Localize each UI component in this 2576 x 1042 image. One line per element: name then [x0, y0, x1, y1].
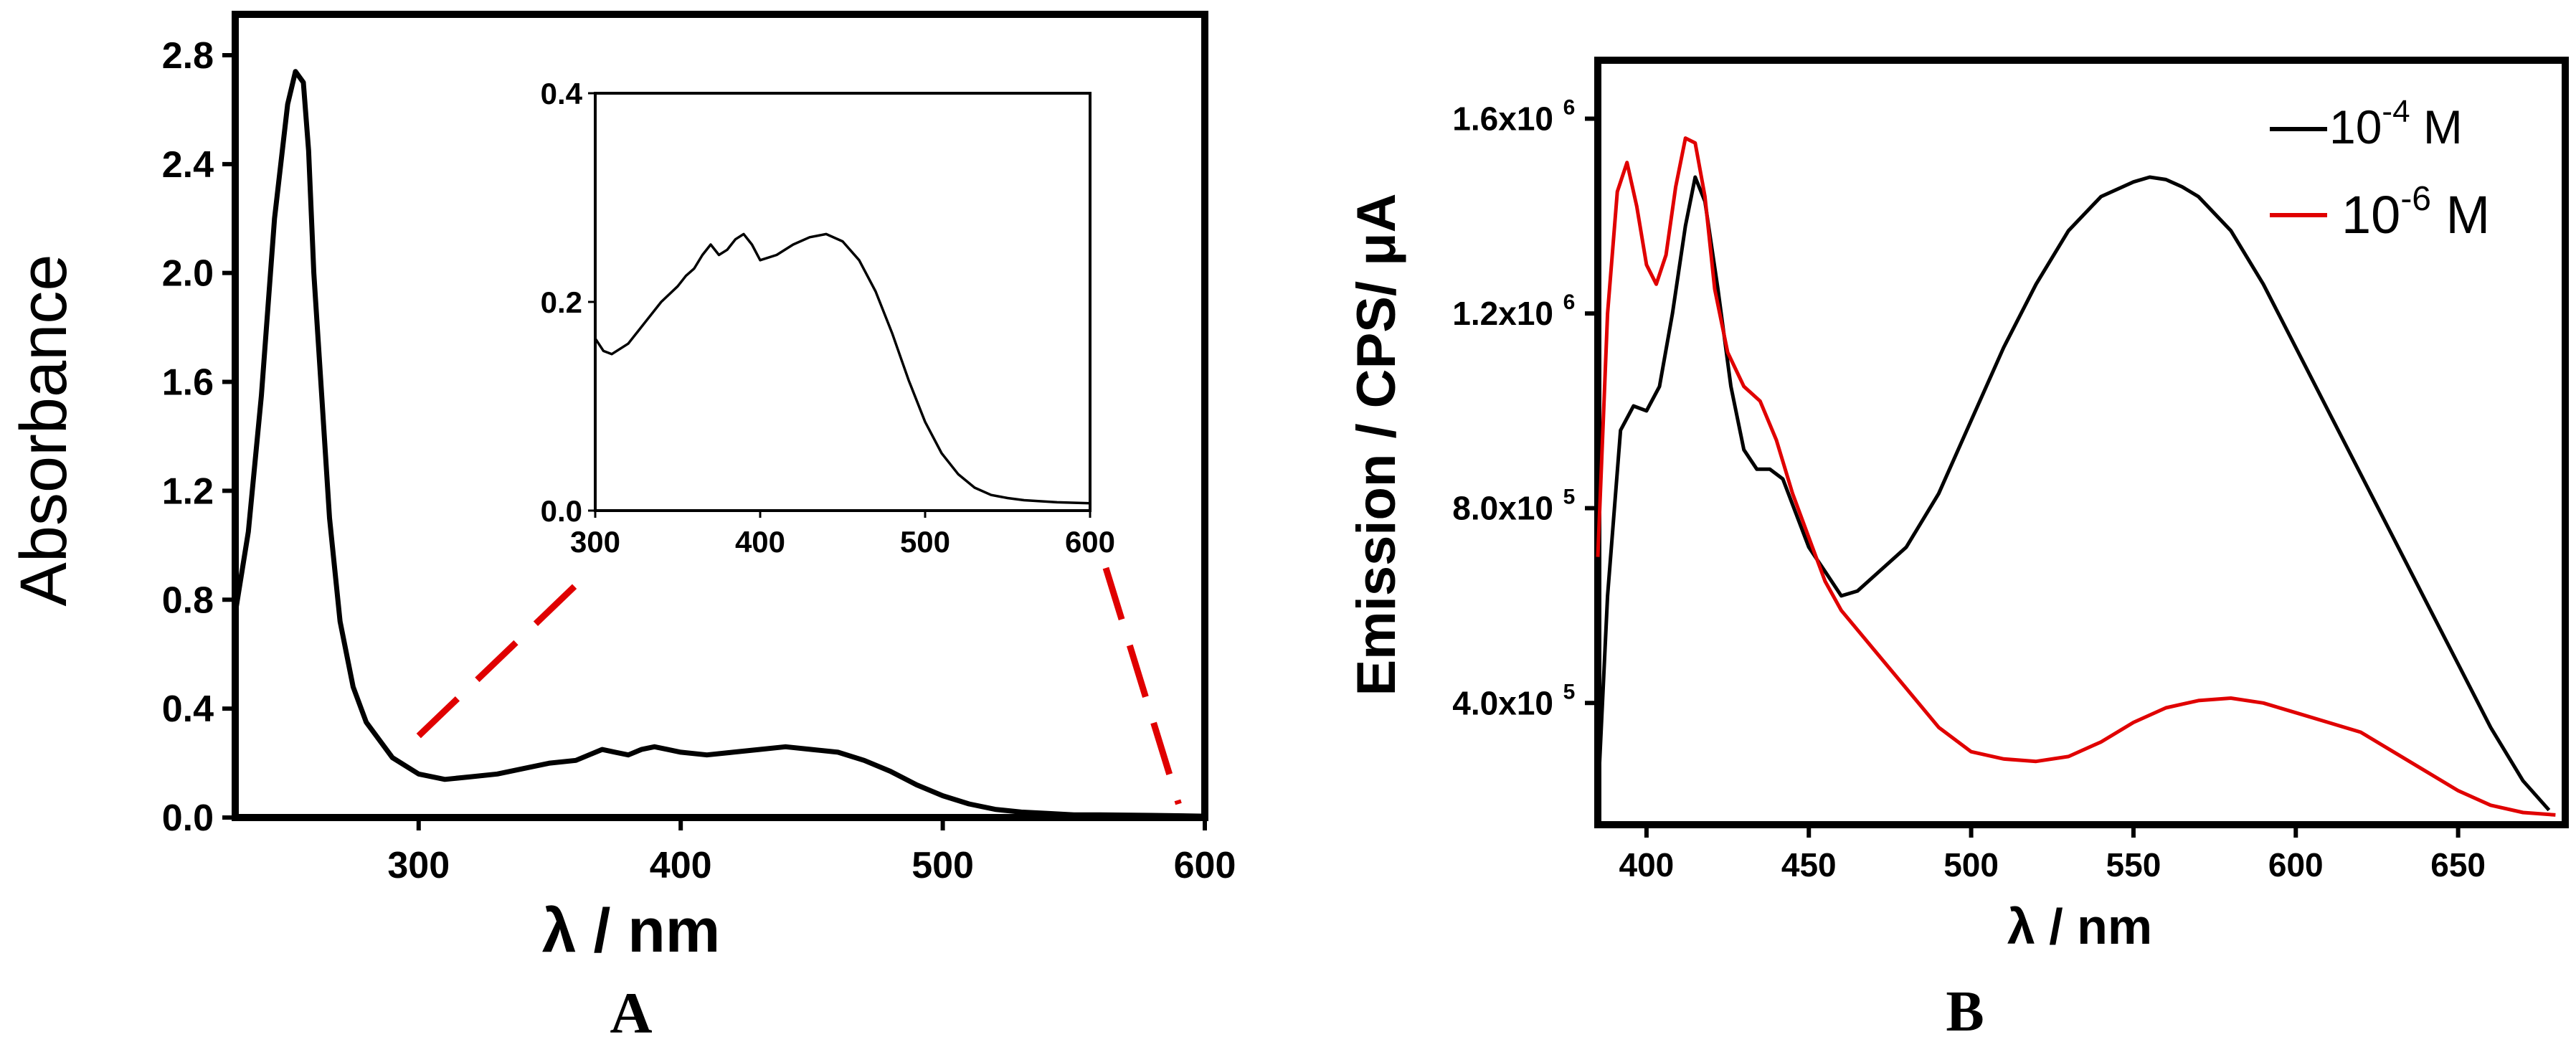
panel-b-x-axis-title: λ / nm — [2007, 899, 2152, 955]
panel-b-x-tick-label: 550 — [2106, 846, 2161, 884]
inset-y-tick-label: 0.2 — [541, 285, 582, 319]
panel-a-frame — [232, 11, 1208, 821]
panel-b-y-tick-mantissa: 1.2x10 — [1452, 295, 1553, 332]
panel-b-emission-chart: 400 450 500 550 600 650 4.0x10 5 8.0x10 5 1.2x10 6… — [1346, 57, 2569, 1042]
legend-entry-1e-6M: 10-6 M — [2270, 180, 2490, 245]
panel-b-y-tick-label: 1.6x10 — [1452, 100, 1553, 137]
legend-unit-1e-6M: M — [2431, 185, 2490, 245]
panel-a-y-tick-label: 1.2 — [162, 470, 214, 512]
panel-a-x-axis: 300 400 500 600 — [387, 818, 1236, 886]
panel-b-frame — [1594, 57, 2569, 828]
panel-a-zoom-guide-left — [416, 565, 597, 739]
panel-a-absorbance-chart: 300 400 500 600 0.0 0.4 0.8 1.2 1.6 2.0 2.4 2.8 Ab… — [7, 11, 1236, 1042]
panel-b-y-tick-exponent: 6 — [1563, 290, 1576, 314]
legend-exponent-1e-4M: -4 — [2382, 94, 2410, 129]
panel-a-x-tick-label: 400 — [650, 845, 712, 886]
inset-frame — [594, 92, 1092, 512]
panel-b-y-axis: 4.0x10 5 8.0x10 5 1.2x10 6 1.6x10 6 — [1452, 95, 1598, 721]
panel-b-label: B — [1946, 980, 1984, 1042]
inset-x-tick-label: 300 — [570, 525, 620, 559]
legend-base-1e-4M: 10 — [2329, 100, 2382, 153]
panel-b-y-tick-exponent: 6 — [1563, 95, 1576, 119]
panel-b-x-tick-label: 500 — [1943, 846, 1999, 884]
panel-a-y-tick-label: 1.6 — [162, 362, 214, 404]
legend-base-1e-6M: 10 — [2341, 185, 2400, 245]
panel-a-x-tick-label: 500 — [911, 845, 974, 886]
panel-b-y-tick-mantissa: 4.0x10 — [1452, 684, 1553, 721]
panel-a-y-axis: 0.0 0.4 0.8 1.2 1.6 2.0 2.4 2.8 — [162, 35, 235, 839]
inset-absorbance-line — [594, 232, 1091, 505]
panel-b-y-tick-label: 4.0x10 — [1452, 684, 1553, 721]
panel-b-x-tick-label: 450 — [1781, 846, 1837, 884]
inset-y-axis: 0.0 0.2 0.4 — [541, 77, 595, 528]
panel-a-absorbance-line — [232, 69, 1206, 819]
panel-a-inset-chart: 300 400 500 600 0.0 0.2 0.4 — [541, 77, 1115, 559]
panel-a-y-tick-label: 0.4 — [162, 688, 214, 730]
panel-a-y-axis-title: Absorbance — [7, 255, 80, 607]
panel-a-zoom-guide-right — [1102, 567, 1182, 805]
inset-x-axis: 300 400 500 600 — [570, 511, 1115, 559]
panel-b-y-tick-exponent: 5 — [1563, 486, 1576, 509]
panel-a-y-tick-label: 2.0 — [162, 253, 214, 295]
inset-x-tick-label: 500 — [900, 525, 950, 559]
svg-text:10-4 M: 10-4 M — [2329, 94, 2463, 153]
panel-b-y-tick-exponent: 5 — [1563, 680, 1576, 704]
panel-b-y-tick-label: 1.2x10 — [1452, 295, 1553, 332]
panel-b-legend: 10-4 M 10-6 M — [2270, 94, 2490, 245]
panel-a-y-tick-label: 2.4 — [162, 144, 214, 186]
inset-y-tick-label: 0.4 — [541, 77, 583, 110]
panel-a-label: A — [610, 980, 652, 1042]
panel-b-y-tick-mantissa: 1.6x10 — [1452, 100, 1553, 137]
panel-a-y-tick-label: 2.8 — [162, 35, 214, 77]
legend-exponent-1e-6M: -6 — [2400, 180, 2431, 218]
panel-b-x-tick-label: 400 — [1619, 846, 1675, 884]
inset-x-tick-label: 400 — [735, 525, 785, 559]
panel-b-y-tick-mantissa: 8.0x10 — [1452, 490, 1553, 527]
panel-a-x-tick-label: 300 — [387, 845, 450, 886]
panel-b-x-tick-label: 650 — [2430, 846, 2486, 884]
panel-a-x-tick-label: 600 — [1174, 845, 1236, 886]
legend-unit-1e-4M: M — [2410, 100, 2463, 153]
inset-y-tick-label: 0.0 — [541, 494, 582, 528]
inset-x-tick-label: 600 — [1065, 525, 1115, 559]
svg-text:10-6 M: 10-6 M — [2341, 180, 2490, 245]
panel-b-x-axis: 400 450 500 550 600 650 — [1619, 825, 2486, 884]
panel-b-y-tick-label: 8.0x10 — [1452, 490, 1553, 527]
panel-a-x-axis-title: λ / nm — [542, 896, 721, 965]
legend-entry-1e-4M: 10-4 M — [2270, 94, 2463, 153]
panel-b-series-1e-4M-line — [1596, 175, 2551, 812]
panel-a-y-tick-label: 0.0 — [162, 797, 214, 839]
panel-b-x-tick-label: 600 — [2268, 846, 2324, 884]
panel-a-y-tick-label: 0.8 — [162, 579, 214, 621]
panel-b-series-1e-6M-line — [1596, 136, 2556, 817]
panel-b-y-axis-title: Emission / CPS/ μA — [1346, 193, 1407, 696]
